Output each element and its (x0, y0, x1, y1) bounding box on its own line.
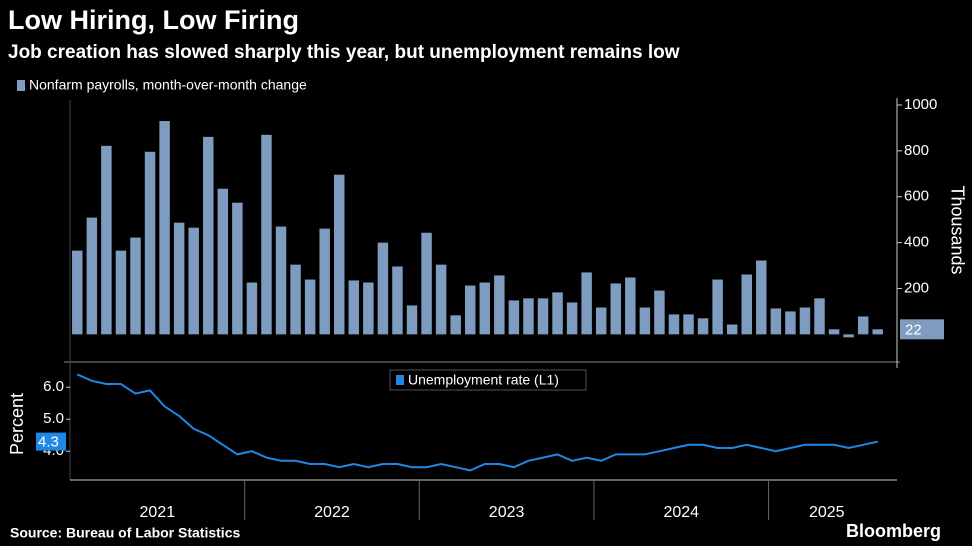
bar (377, 242, 389, 335)
legend-swatch (17, 80, 25, 91)
bar (173, 222, 185, 335)
bar (770, 308, 782, 335)
last-value-label: 4.3 (38, 434, 59, 451)
last-value-box (900, 319, 944, 340)
bar (828, 329, 840, 335)
bar (479, 282, 491, 335)
bar (494, 275, 505, 335)
bar (756, 260, 767, 335)
legend-swatch (396, 375, 404, 385)
last-value-label: 22 (905, 321, 922, 338)
x-tick-label: 2022 (314, 504, 350, 521)
y-tick-label: 600 (904, 188, 929, 205)
x-tick-label: 2021 (140, 504, 176, 521)
x-tick-label: 2024 (663, 504, 699, 521)
line (76, 373, 878, 472)
bar (217, 188, 229, 335)
bar (654, 290, 665, 335)
brand: Bloomberg (846, 521, 941, 541)
bar (406, 305, 418, 335)
bar (246, 282, 258, 335)
chart-title: Low Hiring, Low Firing (8, 5, 299, 35)
bar (261, 134, 272, 335)
x-tick-label: 2023 (489, 504, 525, 521)
bar (421, 232, 432, 335)
y-tick-label: 6.0 (43, 378, 64, 395)
bar (319, 228, 330, 335)
bar (726, 324, 738, 335)
y-tick-label: 5.0 (43, 410, 64, 427)
bar (799, 307, 811, 335)
bar (275, 226, 287, 335)
last-value-box (36, 432, 66, 451)
bar (741, 274, 752, 335)
y-axis-label: Percent (7, 393, 27, 455)
bar (639, 307, 651, 335)
bar (130, 237, 141, 335)
bar (203, 136, 214, 335)
legend-label: Nonfarm payrolls, month-over-month chang… (29, 77, 307, 93)
y-tick-label: 1000 (904, 96, 937, 113)
y-tick-label: 800 (904, 142, 929, 159)
bar (450, 315, 461, 335)
bar (392, 266, 403, 335)
bar (435, 264, 447, 335)
y-tick-label: 400 (904, 234, 929, 251)
bar (843, 334, 854, 338)
bar (101, 145, 112, 335)
legend-box (389, 369, 587, 391)
bar (363, 282, 374, 335)
bar (144, 151, 156, 335)
y-tick-label: 200 (904, 279, 929, 296)
bar (595, 307, 607, 335)
y-axis-label: Thousands (947, 185, 967, 274)
bar (668, 314, 680, 335)
bar (697, 318, 709, 335)
bar (86, 217, 98, 335)
bar (464, 285, 476, 335)
bar (72, 250, 83, 335)
bar (232, 202, 243, 335)
chart-subtitle: Job creation has slowed sharply this yea… (8, 42, 680, 63)
bar (159, 121, 170, 335)
bar (712, 279, 723, 335)
bar (857, 316, 869, 335)
bar (814, 298, 825, 335)
bar (115, 250, 127, 335)
bar (872, 329, 883, 335)
bar (552, 292, 563, 335)
legend-label: Unemployment rate (L1) (408, 372, 559, 388)
bar (334, 174, 345, 335)
bar (610, 283, 621, 335)
bar (348, 280, 360, 335)
bar (537, 298, 549, 335)
bar (304, 279, 316, 335)
source: Source: Bureau of Labor Statistics (10, 525, 240, 541)
bar (625, 277, 636, 335)
bar (566, 302, 578, 335)
bar (188, 227, 199, 335)
bar (523, 298, 534, 335)
x-tick-label: 2025 (809, 504, 845, 521)
bar (581, 272, 592, 335)
bar (683, 314, 694, 335)
bar (508, 300, 520, 335)
bar (290, 264, 301, 335)
bar (785, 311, 796, 335)
